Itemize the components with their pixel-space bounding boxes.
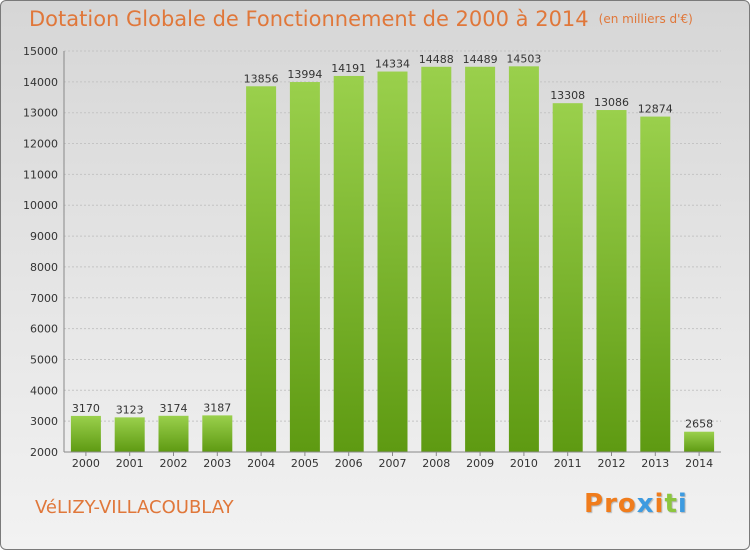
bar-value-label: 13308 [550,89,585,102]
y-tick-label: 6000 [30,323,58,336]
x-tick-label: 2005 [291,457,319,470]
bar-2011 [552,103,583,453]
x-tick-label: 2000 [72,457,100,470]
chart-title: Dotation Globale de Fonctionnement de 20… [29,7,693,31]
bar-value-label: 13994 [287,68,322,81]
x-tick-label: 2008 [422,457,450,470]
x-tick-label: 2011 [554,457,582,470]
y-tick-label: 14000 [23,76,58,89]
bar-2006 [333,75,364,453]
y-tick-label: 7000 [30,292,58,305]
x-tick-label: 2002 [160,457,188,470]
logo-letter: P [584,489,605,519]
bar-value-label: 14503 [506,52,541,65]
bar-2001 [114,417,145,452]
logo-letter: t [664,489,678,519]
bar-value-label: 14488 [419,53,454,66]
axis-layer: 2000 3000 4000 5000 6000 7000 8000 9000 10000 110… [23,45,721,470]
logo-letter: i [677,489,688,519]
bar-value-label: 3187 [203,401,231,414]
y-tick-label: 11000 [23,168,58,181]
bar-value-label: 14334 [375,58,410,71]
x-tick-label: 2007 [379,457,407,470]
bar-value-label: 14489 [463,53,498,66]
bar-value-label: 2658 [685,418,713,431]
bar-value-label: 3170 [72,402,100,415]
y-tick-label: 15000 [23,45,58,58]
y-tick-label: 5000 [30,353,58,366]
bar-2003 [202,415,233,452]
x-tick-label: 2003 [203,457,231,470]
y-tick-label: 9000 [30,230,58,243]
x-tick-label: 2006 [335,457,363,470]
bar-2005 [289,82,320,453]
x-tick-label: 2001 [116,457,144,470]
bar-2002 [158,415,189,452]
bar-value-label: 13856 [244,72,279,85]
x-tick-label: 2012 [598,457,626,470]
bar-2007 [377,71,408,452]
x-tick-label: 2009 [466,457,494,470]
y-tick-label: 3000 [30,415,58,428]
bar-2009 [465,66,496,452]
bar-2014 [684,431,715,452]
bar-2012 [596,110,627,452]
bar-2000 [70,415,101,452]
chart-title-text: Dotation Globale de Fonctionnement de 20… [29,7,589,31]
bar-value-label: 14191 [331,62,366,75]
x-tick-label: 2014 [685,457,713,470]
x-tick-label: 2010 [510,457,538,470]
y-tick-label: 4000 [30,384,58,397]
commune-name: VéLIZY-VILLACOUBLAY [35,497,234,518]
y-tick-label: 13000 [23,107,58,120]
bar-2008 [421,66,452,453]
logo-letter: x [636,489,655,519]
y-tick-label: 8000 [30,261,58,274]
logo-letter: i [654,489,665,519]
bar-2010 [508,66,539,452]
bar-2004 [246,86,277,453]
bar-2013 [640,116,671,453]
bar-value-label: 3174 [160,402,188,415]
logo-letter: o [617,489,637,519]
x-tick-label: 2004 [247,457,275,470]
y-tick-label: 12000 [23,138,58,151]
chart-unit: (en milliers d'€) [598,12,693,26]
bar-value-label: 13086 [594,96,629,109]
bars-layer: 3170 3123 3174 3187 13856 13994 14191 14334 1448… [70,52,715,453]
proxiti-logo: Proxiti [584,489,688,519]
x-tick-label: 2013 [641,457,669,470]
bar-value-label: 12874 [638,103,673,116]
bar-value-label: 3123 [116,403,144,416]
y-tick-label: 10000 [23,199,58,212]
y-tick-label: 2000 [30,446,58,459]
logo-letter: r [604,489,618,519]
